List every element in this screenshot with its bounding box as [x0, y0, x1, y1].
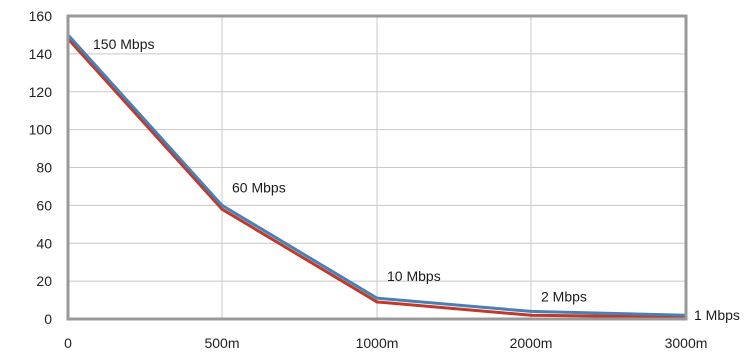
y-tick-label: 80 [36, 160, 52, 176]
y-tick-label: 0 [44, 311, 52, 327]
frame-layer [66, 14, 688, 321]
data-label: 1 Mbps [694, 307, 740, 323]
grid-layer [68, 16, 686, 319]
y-tick-label: 120 [29, 84, 53, 100]
series-point [375, 296, 379, 300]
y-tick-label: 100 [29, 122, 53, 138]
data-labels: 150 Mbps 60 Mbps 10 Mbps 2 Mbps 1 Mbps [93, 36, 740, 323]
data-label: 10 Mbps [387, 268, 441, 284]
series-point [375, 300, 379, 304]
x-tick-label: 2000m [510, 335, 553, 351]
series-point [220, 203, 224, 207]
series-point [220, 207, 224, 211]
x-tick-label: 3000m [665, 335, 708, 351]
y-tick-label: 160 [29, 8, 53, 24]
plot-frame [66, 14, 688, 321]
y-tick-label: 60 [36, 197, 52, 213]
data-label: 150 Mbps [93, 36, 154, 52]
y-tick-label: 40 [36, 235, 52, 251]
y-tick-label: 140 [29, 46, 53, 62]
x-tick-label: 0 [64, 335, 72, 351]
series-point [529, 309, 533, 313]
y-tick-label: 20 [36, 273, 52, 289]
x-tick-label: 1000m [356, 335, 399, 351]
x-tick-label: 500m [204, 335, 239, 351]
x-axis-ticks: 0 500m 1000m 2000m 3000m [64, 335, 707, 351]
series-point [529, 313, 533, 317]
data-label: 60 Mbps [232, 179, 286, 195]
data-label: 2 Mbps [541, 288, 587, 304]
y-axis-ticks: 0 20 40 60 80 100 120 140 160 [29, 8, 53, 327]
